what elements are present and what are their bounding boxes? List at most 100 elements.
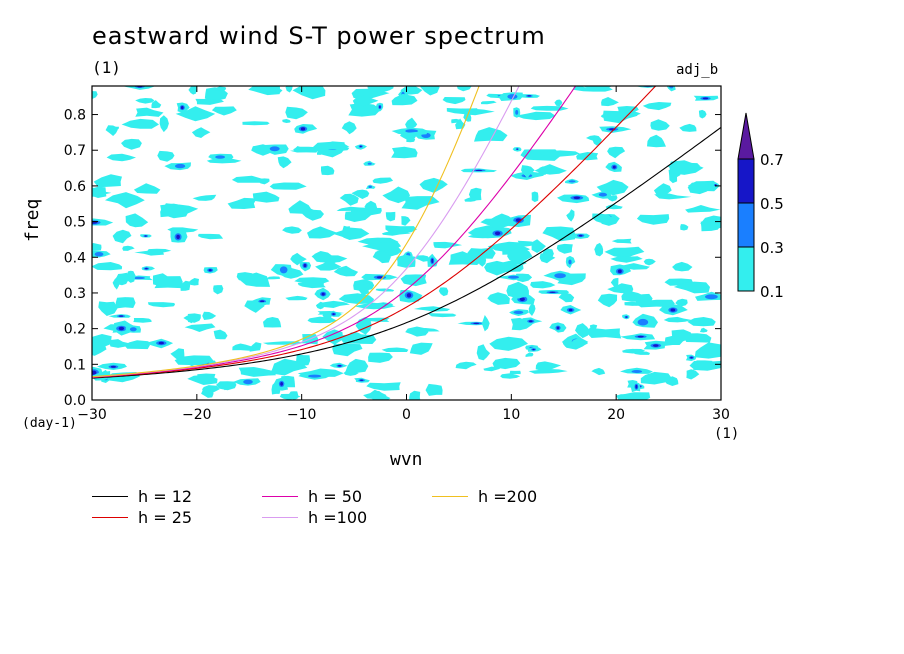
contour-blob	[405, 117, 418, 129]
contour-blob	[317, 150, 324, 155]
contour-blob	[414, 255, 431, 262]
contour-blob	[368, 185, 373, 189]
contour-blob	[279, 266, 288, 274]
contour-blob	[211, 86, 227, 91]
contour-blob	[290, 252, 307, 266]
contour-blob	[594, 242, 604, 257]
contour-field	[92, 86, 721, 400]
contour-blob	[494, 231, 501, 236]
contour-blob	[507, 247, 533, 263]
contour-blob	[105, 192, 145, 209]
contour-blob	[308, 374, 322, 378]
dispersion-curve	[92, 86, 480, 378]
contour-blob	[419, 177, 448, 193]
y-tick-label: 0.1	[64, 357, 86, 373]
contour-blob	[637, 335, 644, 338]
contour-blob	[483, 366, 501, 372]
contour-blob	[338, 365, 342, 367]
dispersion-curve	[92, 86, 577, 378]
contour-blob	[409, 342, 433, 355]
contour-blob	[92, 243, 102, 251]
contour-blob	[635, 293, 653, 305]
contour-blob	[617, 106, 639, 113]
contour-blob	[456, 86, 472, 92]
contour-blob	[615, 394, 645, 398]
contour-blob	[176, 234, 180, 240]
contour-blob	[307, 316, 338, 324]
contour-blob	[307, 226, 338, 239]
contour-blob	[680, 224, 689, 231]
dispersion-curve	[92, 86, 657, 379]
contour-blob	[332, 227, 370, 240]
contour-blob	[252, 191, 280, 203]
contour-blob	[535, 361, 562, 372]
contour-blob	[675, 298, 688, 307]
contour-blob	[118, 326, 125, 331]
contour-blob	[568, 180, 576, 183]
contour-blob	[145, 267, 148, 270]
contour-blob	[689, 360, 721, 371]
contour-blob	[480, 100, 497, 105]
contour-blob	[174, 355, 214, 366]
contour-blob	[684, 333, 712, 343]
contour-blob	[631, 370, 643, 373]
contour-blob	[687, 181, 709, 195]
contour-blob	[686, 369, 700, 380]
contour-blob	[124, 340, 150, 350]
contour-blob	[188, 86, 197, 95]
contour-blob	[362, 242, 402, 251]
y-tick-label: 0.3	[64, 286, 86, 302]
colorbar-extend-triangle	[737, 112, 755, 160]
contour-blob	[690, 356, 693, 359]
contour-blob	[115, 272, 130, 286]
contour-blob	[401, 216, 411, 226]
legend-swatch	[92, 496, 128, 497]
contour-blob	[269, 146, 280, 152]
contour-blob	[405, 136, 416, 143]
colorbar: 0.1 0.3 0.5 0.7	[737, 112, 784, 301]
contour-blob	[135, 98, 155, 104]
contour-blob	[632, 351, 650, 355]
x-axis-units: (1)	[714, 426, 740, 442]
contour-blob	[191, 127, 211, 138]
contour-blob	[476, 344, 491, 361]
contour-blob	[364, 200, 379, 213]
contour-blob	[94, 252, 104, 257]
contour-blob	[700, 221, 720, 232]
contour-blob	[294, 277, 330, 284]
contour-blob	[636, 214, 670, 225]
contour-blob	[93, 174, 122, 188]
x-axis-label: wvn	[390, 449, 423, 470]
legend-swatch	[432, 496, 468, 497]
contour-blob	[121, 138, 142, 150]
contour-blob	[112, 229, 132, 244]
contour-blob	[425, 383, 443, 396]
contour-blob	[679, 123, 697, 132]
contour-blob	[653, 344, 659, 347]
contour-blob	[266, 276, 280, 280]
contour-blob	[359, 379, 364, 381]
contour-blob	[482, 129, 507, 141]
contour-blob	[92, 91, 98, 99]
contour-blob	[455, 361, 477, 370]
contour-blob	[556, 243, 573, 254]
contour-blob	[135, 107, 164, 117]
contour-blob	[227, 197, 257, 209]
contour-blob	[413, 306, 451, 312]
contour-blob	[181, 106, 184, 110]
contour-blob	[528, 303, 536, 316]
contour-blob	[202, 311, 217, 320]
contour-blob	[506, 281, 529, 299]
contour-blob	[478, 255, 487, 267]
chart-subtitle: (1)	[92, 58, 121, 77]
contour-blob	[699, 327, 708, 333]
contour-blob	[705, 294, 718, 300]
contour-blob	[242, 121, 270, 126]
contour-blob	[133, 183, 161, 194]
contour-blob	[554, 273, 566, 279]
contour-blob	[473, 322, 480, 325]
contour-blob	[372, 177, 394, 184]
y-tick-label: 0.7	[64, 143, 86, 159]
contour-blob	[92, 342, 107, 356]
contour-blob	[488, 265, 498, 271]
